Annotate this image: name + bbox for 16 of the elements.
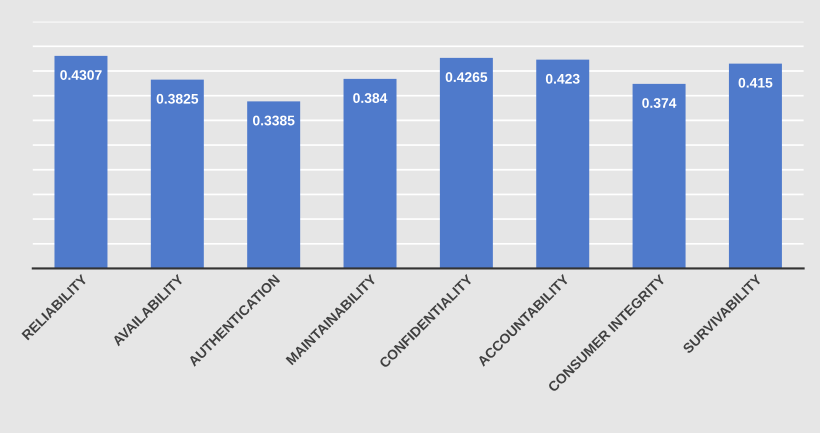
bar [150,80,204,268]
data-label: 0.3825 [156,94,198,104]
data-label: 0.415 [738,78,772,88]
bar [247,101,300,268]
bar [344,78,397,268]
data-label: 0.384 [353,93,388,104]
data-label: 0.4265 [446,72,488,82]
bar [54,56,108,268]
data-label: 0.374 [642,98,676,108]
data-label: 0.423 [546,74,580,84]
bar [536,60,590,268]
bar [728,64,782,268]
bar [440,58,493,268]
data-label: 0.3385 [252,116,295,126]
bar [632,84,686,268]
data-label: 0.4307 [60,70,102,80]
